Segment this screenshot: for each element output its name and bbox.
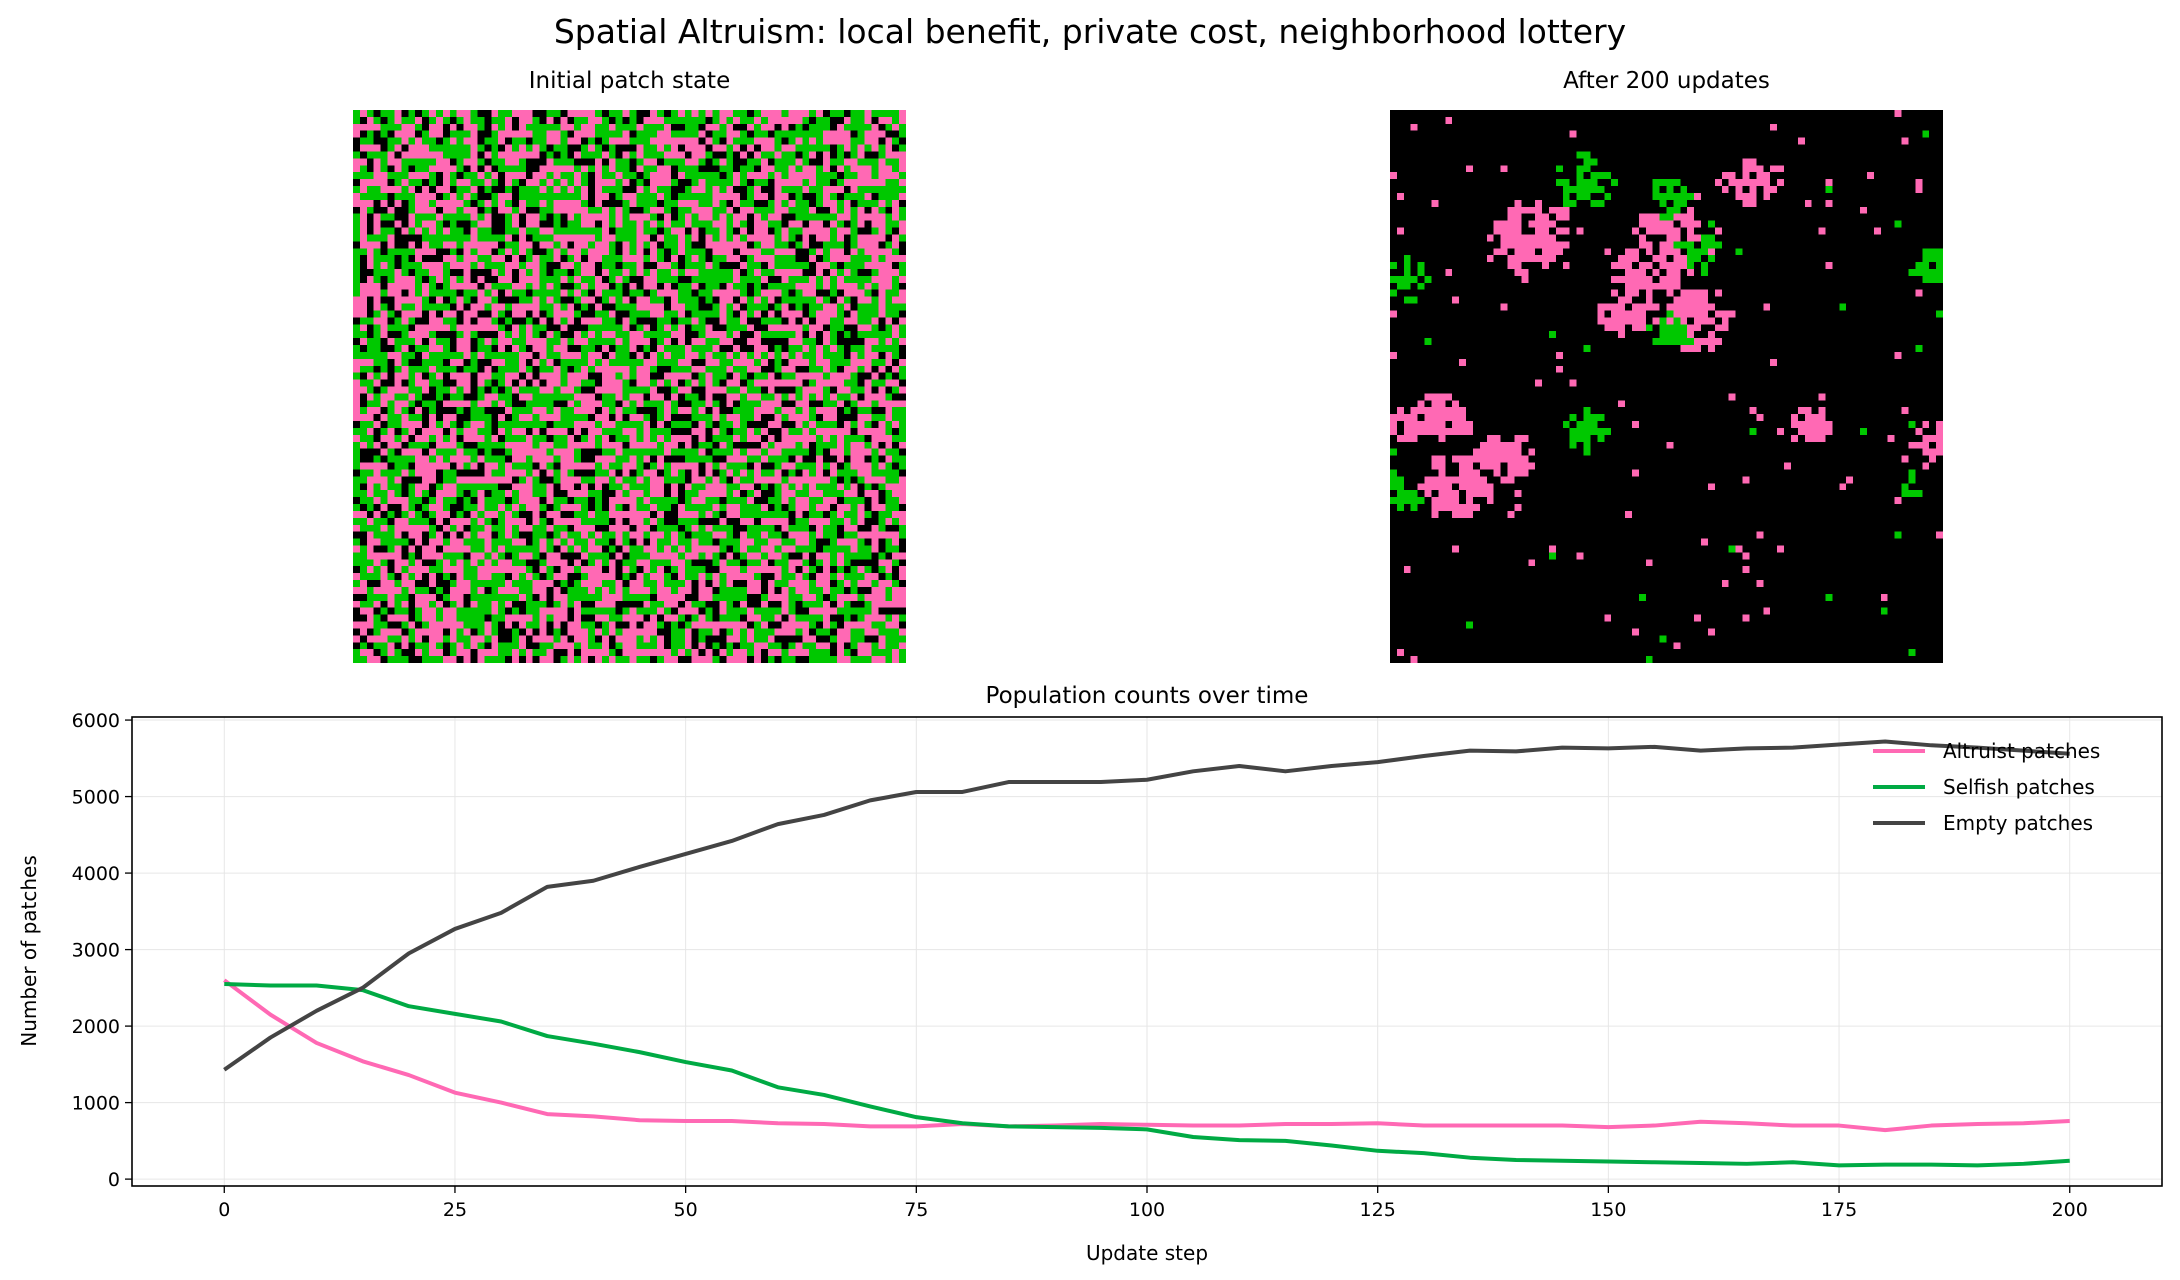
x-tick-label: 125 [1360,1199,1396,1221]
x-tick-label: 0 [218,1199,230,1221]
x-tick-label: 75 [904,1199,928,1221]
x-axis-label: Update step [1086,1241,1208,1265]
y-tick-label: 4000 [72,863,120,885]
x-tick-label: 50 [674,1199,698,1221]
panel-title-initial: Initial patch state [528,68,731,94]
figure-title: Spatial Altruism: local benefit, private… [553,12,1627,51]
series-line-selfish-patches [224,982,2070,1168]
y-tick-label: 0 [108,1169,120,1191]
y-tick-label: 6000 [72,710,120,732]
y-tick-label: 5000 [72,787,120,809]
x-tick-label: 100 [1129,1199,1165,1221]
y-tick-label: 2000 [72,1016,120,1038]
chart-title: Population counts over time [986,683,1309,709]
plot-frame [131,716,2163,1187]
legend-label: Altruist patches [1943,739,2100,763]
x-tick-label: 150 [1590,1199,1626,1221]
x-tick-label: 175 [1821,1199,1857,1221]
initial-patch-grid [353,110,906,663]
x-tick-label: 25 [443,1199,467,1221]
series-line-empty-patches [223,739,2070,1072]
y-axis-label: Number of patches [17,855,41,1047]
x-tick-label: 200 [2052,1199,2088,1221]
y-tick-label: 3000 [72,940,120,962]
panel-title-final: After 200 updates [1563,68,1770,94]
final-patch-grid [1390,110,1943,663]
legend-label: Empty patches [1943,811,2093,835]
series-line-altruist-patches [223,978,2070,1133]
y-tick-label: 1000 [72,1093,120,1115]
legend-label: Selfish patches [1943,775,2095,799]
